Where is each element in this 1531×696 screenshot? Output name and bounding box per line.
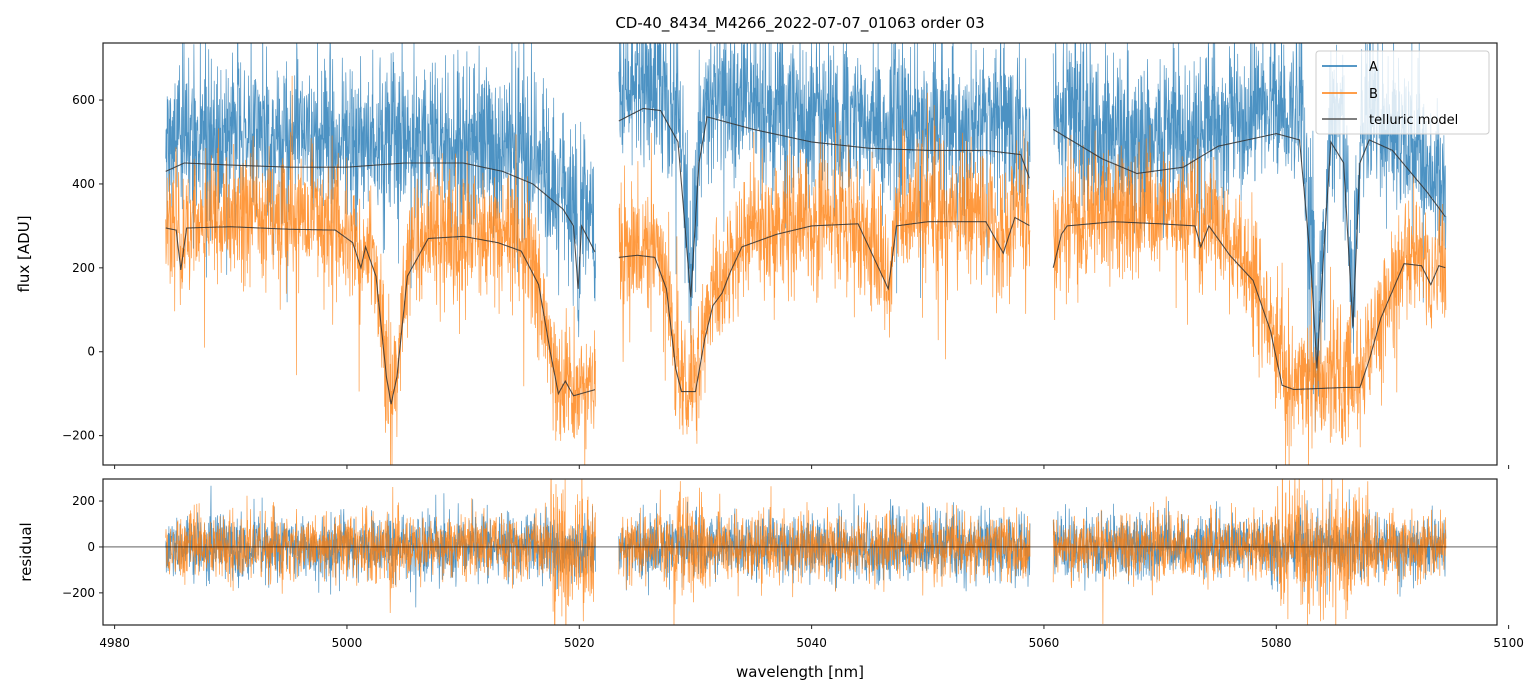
x-tick-label: 5080 [1261, 636, 1292, 650]
flux-panel-frame [102, 42, 1498, 466]
legend-label-a: A [1369, 60, 1378, 75]
residual-panel-frame [102, 478, 1498, 626]
flux-y-tick-label: 600 [72, 93, 95, 107]
residual-panel-data [103, 479, 1497, 625]
telluric-model-line-a-seg1 [165, 162, 596, 289]
x-tick-label: 5040 [796, 636, 827, 650]
x-tick-label: 4980 [99, 636, 130, 650]
residual-line-b-seg3 [1052, 479, 1447, 625]
residual-y-tick-label: 0 [87, 540, 95, 554]
telluric-model-line-b-seg3 [1052, 221, 1446, 391]
telluric-model-line-b-seg2 [618, 216, 1030, 393]
legend-label-model: telluric model [1369, 113, 1458, 128]
legend-label-b: B [1369, 87, 1378, 102]
residual-ylabel: residual [17, 522, 35, 581]
flux-line-a-seg3 [1052, 43, 1447, 432]
residual-line-b-seg1 [165, 479, 596, 625]
telluric-model-line-a-seg3 [1052, 128, 1446, 369]
legend-box [1315, 50, 1490, 135]
flux-ylabel: flux [ADU] [15, 215, 33, 292]
telluric-model-line-a-seg2 [618, 107, 1030, 298]
x-axis-label: wavelength [nm] [736, 663, 864, 681]
flux-line-a-seg1 [165, 43, 596, 338]
flux-y-tick-label: 400 [72, 177, 95, 191]
residual-line-b-seg2 [618, 481, 1031, 625]
flux-line-a-seg2 [618, 43, 1031, 344]
axes: 4980 5000 5020 5040 5060 5080 5100 −200 0 200 400 6… [62, 93, 1524, 650]
flux-y-tick-label: 200 [72, 261, 95, 275]
residual-y-tick-label: 200 [72, 494, 95, 508]
x-tick-label: 5000 [332, 636, 363, 650]
legend: A B telluric model [1315, 50, 1490, 135]
flux-line-b-seg3 [1052, 124, 1447, 465]
flux-panel-data [165, 43, 1447, 465]
telluric-model-line-b-seg1 [165, 226, 596, 405]
x-tick-label: 5100 [1493, 636, 1524, 650]
x-tick-label: 5020 [564, 636, 595, 650]
flux-y-tick-label: −200 [62, 429, 95, 443]
flux-line-b-seg1 [165, 75, 596, 465]
flux-y-tick-label: 0 [87, 345, 95, 359]
chart-title: CD-40_8434_M4266_2022-07-07_01063 order … [615, 14, 984, 33]
x-tick-label: 5060 [1029, 636, 1060, 650]
residual-y-tick-label: −200 [62, 586, 95, 600]
residual-line-a-seg2 [618, 493, 1031, 596]
